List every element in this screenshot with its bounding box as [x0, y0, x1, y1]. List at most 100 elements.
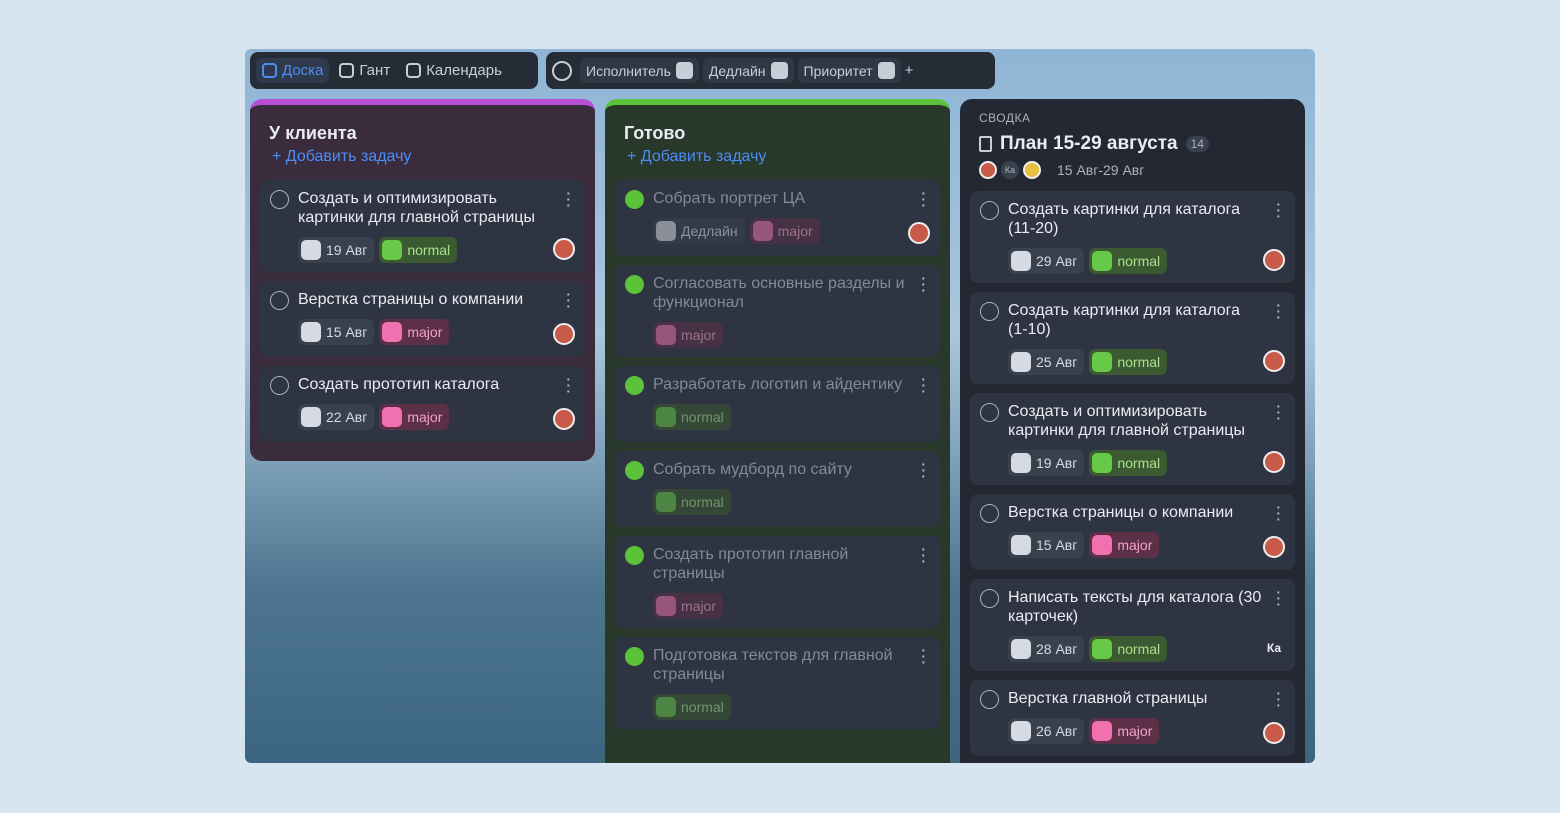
priority: normal [1117, 354, 1161, 370]
task-card[interactable]: Собрать портрет ЦА · · · Дедлайн major [615, 180, 940, 256]
calendar-icon [1011, 251, 1031, 271]
task-card[interactable]: Создать прототип главной страницы · · · majo… [615, 536, 940, 628]
add-filter[interactable]: + [904, 62, 914, 79]
menu-dots[interactable]: · · · [566, 185, 571, 213]
task-meta: 15 Авг major [298, 319, 573, 345]
date-chip: 22 Авг [298, 404, 375, 430]
menu-dots[interactable]: · · · [1276, 196, 1281, 224]
menu-dots[interactable]: · · · [1276, 499, 1281, 527]
view-label: Календарь [426, 62, 502, 79]
priority-icon [1092, 453, 1113, 473]
task-card[interactable]: Создать и оптимизировать картинки для гл… [260, 180, 585, 272]
priority-icon [1092, 535, 1113, 555]
menu-dots[interactable]: · · · [921, 371, 926, 399]
menu-dots[interactable]: · · · [1276, 297, 1281, 325]
task-meta: 19 Авг normal [298, 237, 573, 263]
status-check[interactable] [980, 504, 999, 523]
task-card[interactable]: Подготовка текстов для главной страницы ·… [615, 637, 940, 729]
task-card[interactable]: Создать картинки для каталога (11-20) · · ·… [970, 191, 1295, 283]
priority-icon [1092, 721, 1113, 741]
date-chip: 15 Авг [1008, 532, 1085, 558]
filter-chip[interactable]: Дедлайн [702, 58, 794, 83]
status-check[interactable] [980, 201, 999, 220]
menu-dots[interactable]: · · · [1276, 398, 1281, 426]
menu-dots[interactable]: · · · [1276, 685, 1281, 713]
filter-chip[interactable]: Исполнитель [580, 58, 699, 83]
calendar-icon [301, 240, 321, 260]
status-check[interactable] [625, 275, 644, 294]
status-check[interactable] [625, 190, 644, 209]
calendar-icon [656, 221, 676, 241]
task-meta: 29 Авг normal [1008, 248, 1283, 274]
settings-icon[interactable] [552, 60, 572, 81]
date: 15 Авг [1036, 537, 1078, 553]
view-tab[interactable]: Доска [256, 58, 330, 83]
task-meta: 19 Авг normal [1008, 450, 1283, 476]
task-card[interactable]: Верстка главной страницы · · · 26 Авг major [970, 680, 1295, 756]
task-card[interactable]: Разработать логотип и айдентику · · · normal [615, 366, 940, 442]
status-check[interactable] [980, 690, 999, 709]
task-card[interactable]: Создать прототип каталога · · · 22 Авг major [260, 366, 585, 442]
status-check[interactable] [625, 546, 644, 565]
menu-dots[interactable]: · · · [921, 456, 926, 484]
task-card[interactable]: Верстка страницы о компании · · · 15 Авг majo… [260, 281, 585, 357]
priority-icon [382, 240, 403, 260]
task-card[interactable]: Собрать мудборд по сайту · · · normal [615, 451, 940, 527]
priority-icon [656, 596, 676, 616]
menu-dots[interactable]: · · · [921, 270, 926, 298]
avatar [1263, 722, 1285, 744]
menu-dots[interactable]: · · · [566, 371, 571, 399]
task-card[interactable]: Верстка страницы о компании · · · 15 Авг majo… [970, 494, 1295, 570]
status-check[interactable] [980, 302, 999, 321]
task-meta: normal [653, 404, 928, 430]
task-card[interactable]: Создать и оптимизировать картинки для гл… [970, 393, 1295, 485]
calendar-icon [301, 407, 321, 427]
view-tab[interactable]: Гант [333, 58, 396, 83]
status-check[interactable] [625, 461, 644, 480]
view-icon [262, 63, 277, 78]
add-task[interactable]: + Добавить задачу [272, 148, 585, 166]
status-check[interactable] [625, 647, 644, 666]
avatar [553, 408, 575, 430]
task-count: 14 [1185, 136, 1209, 152]
status-check[interactable] [980, 589, 999, 608]
status-check[interactable] [270, 291, 289, 310]
plus: + [627, 148, 641, 165]
task-card[interactable]: Согласовать основные разделы и функциона… [615, 265, 940, 357]
view-switcher: Доска Гант Календарь [250, 52, 538, 89]
filter-chip[interactable]: Приоритет [797, 58, 901, 83]
priority: major [407, 324, 443, 340]
task-card[interactable]: Написать тексты для каталога (30 карточе… [970, 579, 1295, 671]
menu-dots[interactable]: · · · [921, 642, 926, 670]
priority-icon [656, 492, 676, 512]
avatar [553, 238, 575, 260]
priority: normal [681, 409, 724, 425]
calendar-icon [1011, 453, 1031, 473]
status-check[interactable] [625, 376, 644, 395]
menu-dots[interactable]: · · · [921, 541, 926, 569]
date-chip: 28 Авг [1008, 636, 1085, 662]
priority-chip: normal [379, 237, 458, 263]
status-check[interactable] [270, 376, 289, 395]
menu-dots[interactable]: · · · [921, 185, 926, 213]
task-title: Подготовка текстов для главной страницы [653, 647, 893, 683]
assignee: Ка [1266, 641, 1282, 655]
add-label: Добавить задачу [285, 148, 412, 165]
task-title: Собрать мудборд по сайту [653, 461, 852, 478]
status-check[interactable] [270, 190, 289, 209]
menu-dots[interactable]: · · · [1276, 584, 1281, 612]
priority-chip: normal [653, 404, 731, 430]
summary-cards: Создать картинки для каталога (11-20) · · ·… [970, 191, 1295, 756]
status-check[interactable] [980, 403, 999, 422]
date-chip: 25 Авг [1008, 349, 1085, 375]
filter-icon [675, 62, 693, 79]
add-task[interactable]: + Добавить задачу [627, 148, 940, 166]
summary-label: СВОДКА [979, 111, 1031, 125]
task-meta: 25 Авг normal [1008, 349, 1283, 375]
task-title: Верстка главной страницы [1008, 690, 1208, 707]
task-card[interactable]: Создать картинки для каталога (1-10) · · · 2… [970, 292, 1295, 384]
priority-chip: major [653, 322, 724, 348]
view-label: Гант [359, 62, 391, 79]
view-tab[interactable]: Календарь [400, 58, 508, 83]
menu-dots[interactable]: · · · [566, 286, 571, 314]
